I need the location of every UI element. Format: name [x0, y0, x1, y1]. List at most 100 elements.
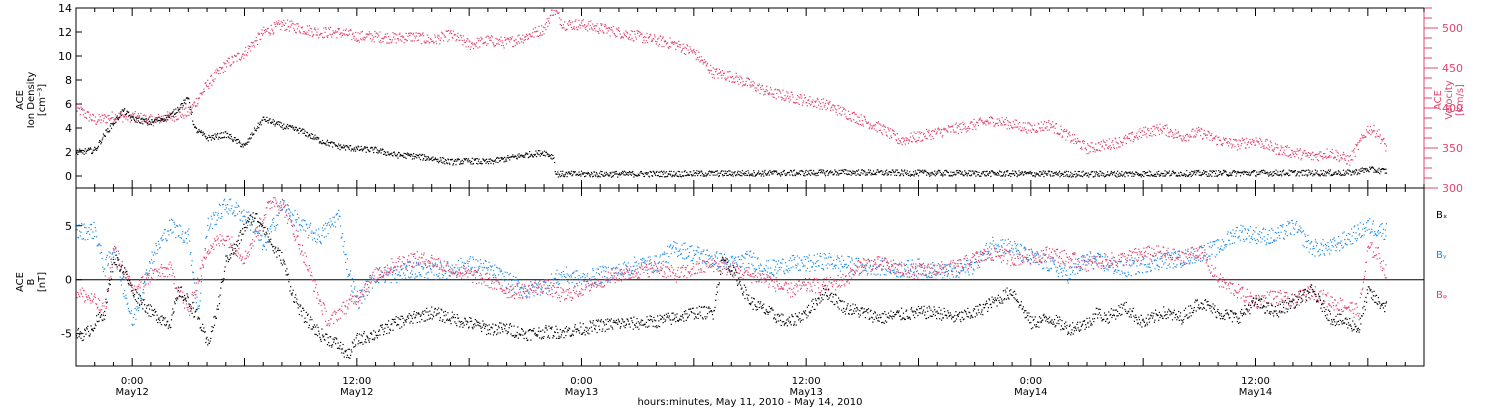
velocity-series-point [442, 33, 443, 34]
bottom-y-tick-label: -5 [61, 328, 72, 341]
by-series-point [140, 296, 141, 297]
by-series-point [529, 291, 530, 292]
density-series-point [915, 172, 916, 173]
density-series-point [1017, 176, 1018, 177]
by-series-point [296, 222, 297, 223]
velocity-series-point [1101, 141, 1102, 142]
density-series-point [1222, 173, 1223, 174]
velocity-series-point [477, 47, 478, 48]
velocity-series-point [940, 132, 941, 133]
velocity-series-point [867, 123, 868, 124]
velocity-series-point [658, 45, 659, 46]
velocity-series-point [1324, 153, 1325, 154]
density-series-point [547, 153, 548, 154]
density-series-point [449, 163, 450, 164]
density-series-point [680, 174, 681, 175]
by-series-point [422, 269, 423, 270]
density-series-point [1101, 175, 1102, 176]
velocity-series-point [743, 81, 744, 82]
by-series-point [241, 211, 242, 212]
velocity-series-point [741, 78, 742, 79]
velocity-series-point [902, 137, 903, 138]
density-series-point [1318, 174, 1319, 175]
velocity-series-point [1237, 144, 1238, 145]
density-series-point [191, 114, 192, 115]
velocity-series-point [359, 33, 360, 34]
velocity-series-point [236, 55, 237, 56]
density-series-point [100, 141, 101, 142]
velocity-series-point [479, 46, 480, 47]
density-series-point [84, 154, 85, 155]
velocity-series-point [1162, 131, 1163, 132]
velocity-series-point [457, 33, 458, 34]
density-series-point [143, 119, 144, 120]
density-series-point [184, 102, 185, 103]
density-series-point [1081, 172, 1082, 173]
density-series-point [1004, 171, 1005, 172]
velocity-series-point [962, 129, 963, 130]
velocity-series-point [1241, 145, 1242, 146]
by-series-point [345, 262, 346, 263]
density-series-point [676, 172, 677, 173]
density-series-point [506, 160, 507, 161]
density-series-point [942, 174, 943, 175]
velocity-series-point [404, 42, 405, 43]
density-series-point [1297, 173, 1298, 174]
velocity-series-point [960, 129, 961, 130]
density-series-point [482, 163, 483, 164]
density-series-point [205, 136, 206, 137]
by-series-point [246, 212, 247, 213]
density-series-point [1149, 175, 1150, 176]
density-series-point [1163, 176, 1164, 177]
density-series-point [1025, 171, 1026, 172]
velocity-series-point [1041, 122, 1042, 123]
density-series-point [136, 118, 137, 119]
density-series-point [111, 128, 112, 129]
by-series-point [307, 228, 308, 229]
velocity-series-point [256, 40, 257, 41]
velocity-series-point [656, 43, 657, 44]
by-series-point [90, 224, 91, 225]
velocity-series-point [1129, 133, 1130, 134]
by-series-point [335, 226, 336, 227]
velocity-series-point [905, 144, 906, 145]
velocity-series-point [874, 128, 875, 129]
density-series-point [1117, 171, 1118, 172]
density-series-point [110, 125, 111, 126]
density-series-point [902, 171, 903, 172]
by-series-point [314, 238, 315, 239]
density-series-point [1252, 172, 1253, 173]
velocity-series-point [485, 42, 486, 43]
density-series-point [1328, 170, 1329, 171]
velocity-series-point [348, 31, 349, 32]
velocity-series-point [525, 39, 526, 40]
velocity-series-point [1159, 124, 1160, 125]
by-series-point [311, 231, 312, 232]
density-series-point [852, 173, 853, 174]
density-series-point [1311, 173, 1312, 174]
density-series-point [1193, 171, 1194, 172]
velocity-series-point [555, 14, 556, 15]
velocity-series-point [983, 123, 984, 124]
density-series-point [1256, 172, 1257, 173]
velocity-series-point [1095, 143, 1096, 144]
density-series-point [644, 176, 645, 177]
by-series-point [350, 270, 351, 271]
density-series-point [109, 130, 110, 131]
velocity-series-point [1010, 125, 1011, 126]
velocity-series-point [158, 114, 159, 115]
velocity-series-point [1148, 128, 1149, 129]
velocity-series-point [86, 118, 87, 119]
density-series-point [319, 142, 320, 143]
by-series-point [515, 280, 516, 281]
velocity-series-point [193, 105, 194, 106]
velocity-series-point [808, 99, 809, 100]
velocity-series-point [900, 142, 901, 143]
velocity-series-point [633, 40, 634, 41]
velocity-series-point [669, 46, 670, 47]
by-series-point [142, 299, 143, 300]
density-series-point [1242, 171, 1243, 172]
density-series-point [215, 136, 216, 137]
density-series-point [844, 169, 845, 170]
velocity-series-point [462, 44, 463, 45]
